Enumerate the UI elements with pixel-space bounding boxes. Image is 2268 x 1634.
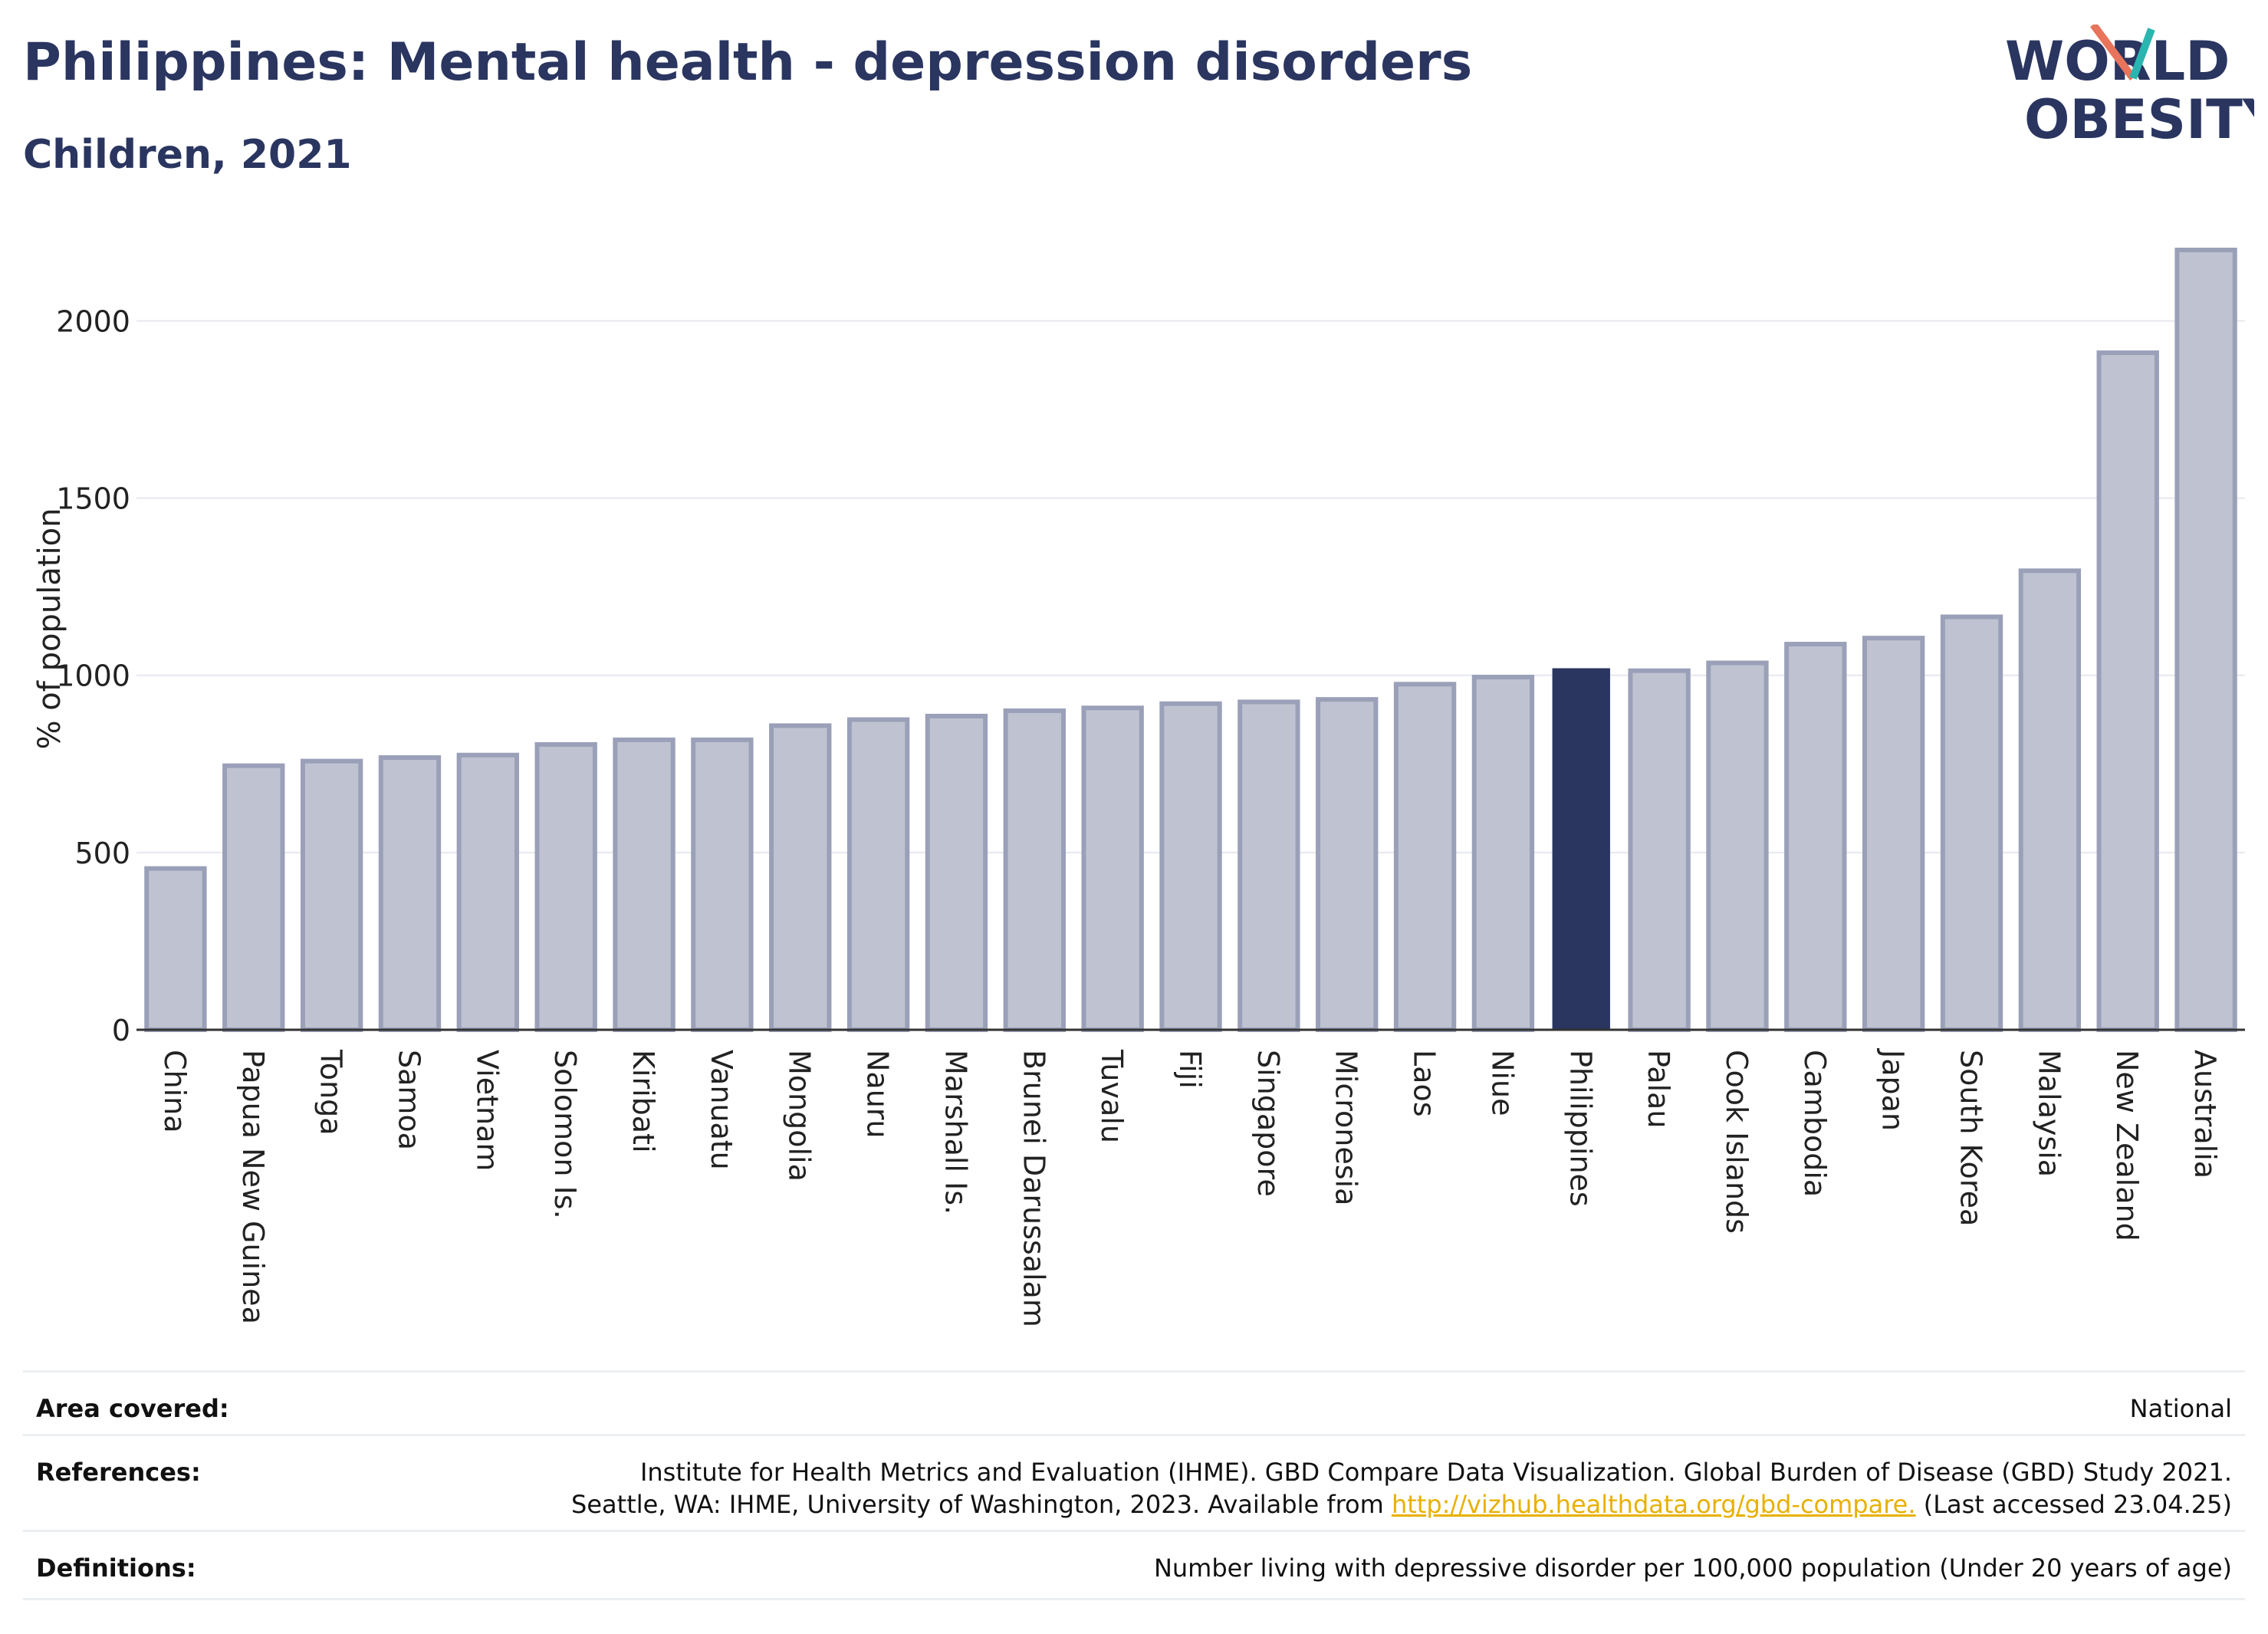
bars [144,248,2237,1033]
logo-line2: OBESITY [2024,88,2254,151]
y-tick-label: 0 [112,1014,130,1047]
bar-japan [1862,636,1925,1033]
x-tick-label: China [158,1050,192,1133]
bar-marshall-is [925,713,988,1032]
world-obesity-logo: WORLD OBESITY [2005,25,2254,151]
definitions-value: Number living with depressive disorder p… [1153,1553,2232,1583]
bar-palau [1628,668,1691,1032]
bar-cook-islands [1706,660,1769,1032]
x-tick-label: Laos [1408,1050,1441,1117]
chart-subtitle: Children, 2021 [23,132,352,178]
references-label: References: [36,1458,201,1487]
bar-south-korea [1940,614,2003,1032]
bar-new-zealand [2096,350,2159,1032]
bar-cambodia [1784,642,1847,1033]
logo-slash-coral [2089,25,2137,81]
bar-chart: 0 500 1000 1500 2000 China Papua New Guinea To… [32,248,2245,1327]
y-tick-label: 2000 [56,304,130,338]
definitions-row: Definitions: Number living with depressi… [23,1530,2245,1600]
bar-niue [1471,675,1535,1032]
x-tick-label: Tonga [314,1049,348,1136]
x-tick-label: Cambodia [1798,1050,1832,1197]
references-link[interactable]: http://vizhub.healthdata.org/gbd-compare… [1391,1490,1916,1519]
bar-malaysia [2018,568,2082,1032]
bar-fiji [1159,701,1222,1033]
x-tick-label: Marshall Is. [938,1050,972,1215]
definitions-label: Definitions: [36,1553,196,1583]
x-tick-label: Papua New Guinea [236,1050,270,1324]
x-tick-label: Japan [1876,1048,1910,1131]
x-tick-label: South Korea [1954,1050,1988,1226]
bar-laos [1393,682,1457,1033]
bar-vanuatu [691,737,754,1032]
references-line2-prefix: Seattle, WA: IHME, University of Washing… [571,1490,1384,1519]
y-axis-ticks: 0 500 1000 1500 2000 [56,304,130,1047]
x-tick-label: Malaysia [2032,1050,2066,1177]
x-tick-label: Palau [1642,1050,1675,1128]
x-tick-label: Fiji [1173,1050,1207,1089]
x-tick-label: Samoa [392,1050,426,1150]
x-tick-label: Solomon Is. [548,1050,582,1219]
bar-australia [2174,248,2237,1032]
x-tick-label: Tuvalu [1095,1049,1129,1143]
x-tick-label: Brunei Darussalam [1017,1050,1050,1327]
bar-vietnam [456,752,520,1032]
logo-slash-teal [2129,28,2155,80]
bar-philippines [1552,668,1610,1030]
bar-tuvalu [1081,705,1144,1032]
bar-mongolia [769,723,832,1032]
x-tick-label: Mongolia [783,1050,817,1182]
bar-samoa [378,755,442,1032]
area-value: National [2129,1394,2232,1423]
x-tick-label: Nauru [861,1050,895,1139]
x-tick-label: Philippines [1563,1050,1597,1207]
references-line2: Seattle, WA: IHME, University of Washing… [571,1490,2232,1519]
x-tick-label: Australia [2188,1050,2222,1179]
x-tick-label: Cook Islands [1720,1050,1754,1234]
y-tick-label: 1500 [56,482,130,516]
y-axis-label: % of population [32,508,67,750]
area-row: Area covered: National [23,1370,2245,1436]
y-tick-label: 1000 [56,659,130,693]
references-row: References: Institute for Health Metrics… [23,1434,2245,1532]
bar-micronesia [1316,697,1379,1032]
x-tick-label: Vanuatu [705,1050,738,1170]
bar-china [144,866,207,1032]
references-line2-suffix: (Last accessed 23.04.25) [1923,1490,2232,1519]
bar-nauru [846,717,910,1032]
x-tick-label: Niue [1485,1050,1519,1116]
chart-title: Philippines: Mental health - depression … [23,32,1473,93]
x-tick-label: Vietnam [470,1050,504,1171]
x-axis-ticks: China Papua New Guinea Tonga Samoa Vietnam So… [158,1048,2222,1327]
y-tick-label: 500 [74,837,130,870]
bar-papua-new-guinea [222,763,285,1032]
x-tick-label: Micronesia [1330,1050,1363,1205]
area-label: Area covered: [36,1394,229,1423]
references-line1: Institute for Health Metrics and Evaluat… [639,1458,2232,1487]
x-tick-label: Singapore [1251,1050,1285,1197]
x-tick-label: Kiribati [626,1050,660,1153]
bar-tonga [300,758,363,1033]
bar-singapore [1238,699,1300,1032]
bar-brunei-darussalam [1003,708,1066,1032]
bar-solomon-is [534,741,597,1033]
x-tick-label: New Zealand [2110,1050,2144,1241]
bar-kiribati [613,737,675,1032]
